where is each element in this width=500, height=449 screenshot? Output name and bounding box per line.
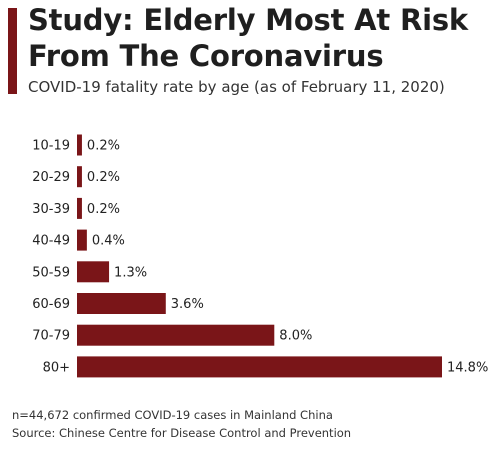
bar [77,197,82,219]
category-label: 20-29 [32,170,70,185]
value-label: 0.2% [87,139,120,154]
bar [77,229,87,251]
bar [77,166,82,188]
value-label: 1.3% [114,265,147,280]
category-label: 40-49 [32,234,70,249]
value-label: 3.6% [171,297,204,312]
category-label: 10-19 [32,139,70,154]
bar [77,261,110,283]
bar [77,293,166,314]
bar [77,324,275,346]
sample-size-note: n=44,672 confirmed COVID-19 cases in Mai… [12,408,333,422]
category-label: 70-79 [32,329,70,344]
value-label: 0.4% [92,234,125,249]
chart-title: Study: Elderly Most At Risk From The Cor… [28,2,488,74]
category-label: 60-69 [32,297,70,312]
category-label: 30-39 [32,202,70,217]
title-line-2: From The Coronavirus [28,39,384,73]
category-label: 80+ [43,360,70,375]
value-label: 0.2% [87,202,120,217]
value-label: 8.0% [279,329,312,344]
accent-bar [8,8,17,94]
bar [77,356,442,378]
title-line-1: Study: Elderly Most At Risk [28,3,468,37]
chart-subtitle: COVID-19 fatality rate by age (as of Feb… [28,78,445,96]
source-note: Source: Chinese Centre for Disease Contr… [12,426,352,440]
value-label: 14.8% [447,360,488,375]
bar [77,134,82,156]
category-label: 50-59 [32,265,70,280]
value-label: 0.2% [87,170,120,185]
